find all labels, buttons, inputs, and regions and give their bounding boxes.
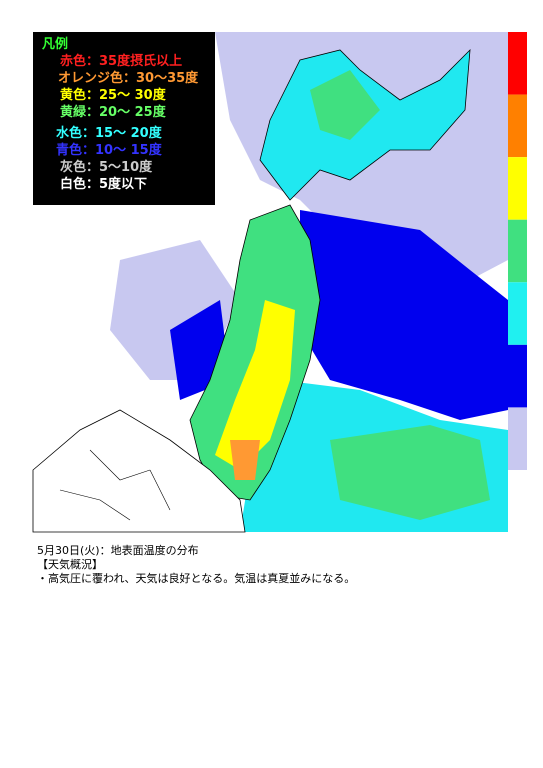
- legend-item: 水色：15～ 20度: [56, 125, 163, 141]
- color-scale-swatch: [508, 344, 527, 408]
- sea-green: [330, 425, 490, 520]
- caption-summary: ・高気圧に覆われ、天気は良好となる。気温は真夏並みになる。: [37, 572, 356, 585]
- west-honshu: [32, 409, 246, 533]
- tohoku-warm: [215, 300, 295, 470]
- legend-item: 黄色：25～ 30度: [60, 87, 167, 103]
- legend-item: 青色：10～ 15度: [56, 142, 163, 158]
- color-scale-swatch: [508, 407, 527, 470]
- color-scale-swatch: [508, 219, 527, 283]
- legend-item: 灰色：5～10度: [60, 159, 153, 175]
- color-scale-swatch: [508, 94, 527, 158]
- caption-heading: 【天気概況】: [37, 558, 103, 571]
- color-scale-swatch: [508, 157, 527, 220]
- legend-item: 赤色：35度摂氏以上: [60, 53, 182, 69]
- prefecture-borders: [59, 449, 171, 521]
- tohoku-hot: [230, 440, 260, 480]
- color-scale-swatch: [508, 32, 527, 95]
- legend-item: 白色：5度以下: [60, 176, 147, 192]
- hokkaido-inland: [310, 70, 380, 140]
- sea-blue: [300, 210, 508, 420]
- legend-title: 凡例: [42, 36, 68, 52]
- legend-item: オレンジ色：30～35度: [58, 70, 199, 86]
- caption-date: 5月30日(火)：地表面温度の分布: [37, 544, 199, 557]
- legend-item: 黄緑：20～ 25度: [60, 104, 167, 120]
- color-scale-swatch: [508, 282, 527, 345]
- legend-box: [33, 32, 215, 205]
